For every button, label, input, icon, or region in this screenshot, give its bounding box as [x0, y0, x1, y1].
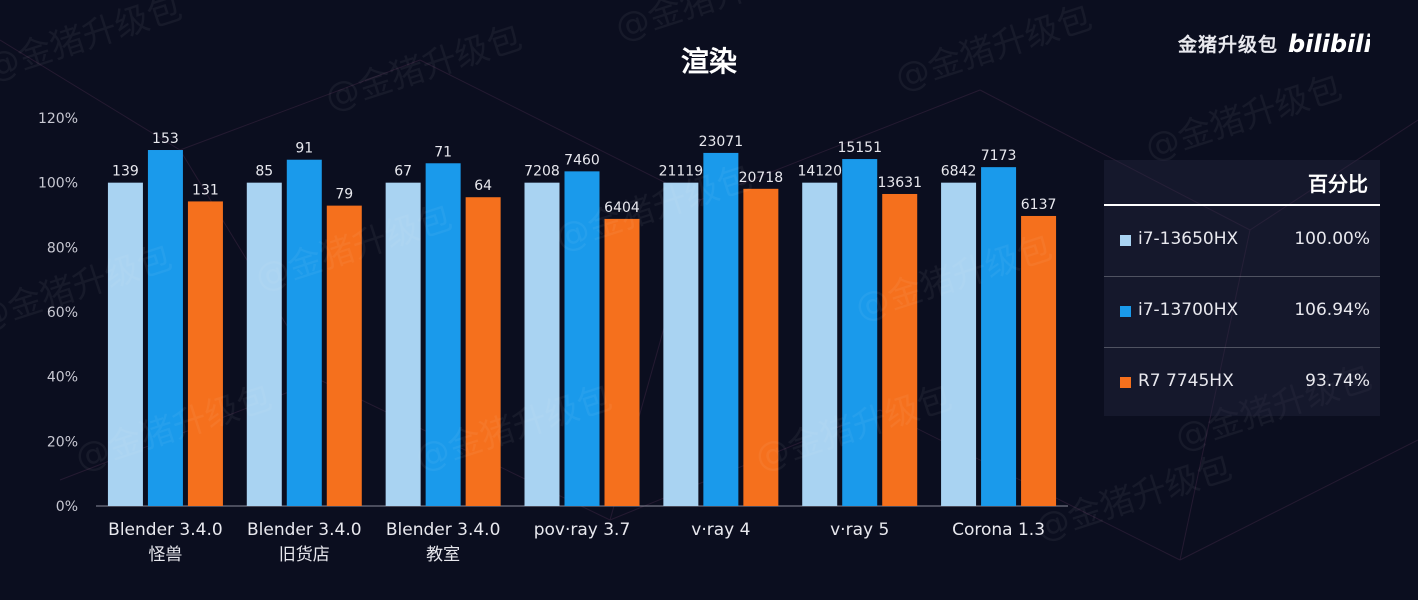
y-tick-label: 0%	[56, 499, 78, 515]
data-label: 91	[295, 141, 313, 157]
bilibili-logo-icon: bilibili	[1288, 30, 1370, 58]
data-label: 79	[335, 187, 353, 203]
bar-i7-13650hx	[802, 182, 838, 506]
data-label: 85	[255, 164, 273, 180]
legend-item-value: 93.74%	[1305, 371, 1370, 391]
bar-r7-7745hx	[743, 188, 779, 506]
data-label: 153	[152, 131, 179, 147]
bar-i7-13650hx	[524, 182, 560, 506]
brand: 金猪升级包 bilibili	[1178, 28, 1370, 58]
watermark: @金猪升级包	[1140, 67, 1346, 168]
x-tick-label: Blender 3.4.0	[108, 520, 223, 540]
bar-i7-13700hx	[842, 159, 878, 506]
y-tick-label: 100%	[38, 176, 78, 192]
bar-r7-7745hx	[882, 193, 918, 506]
data-label: 14120	[797, 164, 842, 180]
svg-text:bilibili: bilibili	[1288, 30, 1370, 58]
chart-title: 渲染	[680, 45, 737, 78]
bar-i7-13700hx	[703, 152, 739, 507]
x-tick-label: Corona 1.3	[952, 520, 1045, 540]
watermark: @金猪升级包	[890, 0, 1096, 99]
data-label: 7173	[981, 148, 1017, 164]
y-tick-label: 60%	[47, 305, 78, 321]
data-label: 7208	[524, 164, 560, 180]
legend-item-name: R7 7745HX	[1138, 371, 1234, 391]
x-tick-sublabel: 教室	[426, 545, 460, 565]
bar-i7-13650hx	[385, 182, 421, 506]
bar-i7-13700hx	[564, 171, 600, 506]
watermark: @金猪升级包	[0, 0, 187, 89]
legend-item: i7-13650HX 100.00%	[1104, 206, 1380, 277]
legend-swatch	[1120, 235, 1131, 246]
x-tick-label: pov·ray 3.7	[534, 520, 631, 540]
bar-i7-13700hx	[286, 159, 322, 506]
x-tick-sublabel: 旧货店	[279, 545, 330, 565]
legend-header-label: 百分比	[1308, 172, 1368, 196]
x-tick-label: v·ray 5	[830, 520, 889, 540]
data-label: 23071	[699, 134, 744, 150]
bar-r7-7745hx	[1021, 215, 1057, 506]
legend-item-name: i7-13700HX	[1138, 300, 1239, 320]
bar-i7-13700hx	[425, 163, 461, 506]
legend: 百分比 i7-13650HX 100.00% i7-13700HX 106.94…	[1104, 160, 1380, 416]
bar-r7-7745hx	[604, 218, 640, 506]
data-label: 67	[394, 164, 412, 180]
data-label: 6842	[941, 164, 977, 180]
bar-r7-7745hx	[187, 201, 223, 507]
x-tick-label: Blender 3.4.0	[247, 520, 362, 540]
data-label: 7460	[564, 152, 600, 168]
data-label: 71	[434, 144, 452, 160]
bar-i7-13700hx	[147, 150, 183, 506]
data-label: 6137	[1021, 197, 1057, 213]
y-tick-label: 40%	[47, 370, 78, 386]
data-label: 13631	[877, 175, 922, 191]
legend-item: R7 7745HX 93.74%	[1104, 348, 1380, 418]
watermark: @金猪升级包	[1030, 447, 1236, 548]
x-tick-sublabel: 怪兽	[148, 545, 182, 565]
legend-item-value: 100.00%	[1294, 229, 1370, 249]
watermark: @金猪升级包	[610, 0, 816, 49]
x-tick-label: v·ray 4	[691, 520, 750, 540]
data-label: 6404	[604, 200, 640, 216]
bar-r7-7745hx	[326, 205, 362, 506]
legend-item-name: i7-13650HX	[1138, 229, 1239, 249]
data-label: 15151	[837, 140, 882, 156]
y-tick-label: 20%	[47, 434, 78, 450]
data-label: 21119	[659, 164, 704, 180]
bar-i7-13650hx	[107, 182, 143, 506]
legend-item-value: 106.94%	[1294, 300, 1370, 320]
data-label: 20718	[739, 170, 784, 186]
bar-i7-13700hx	[981, 167, 1017, 506]
legend-swatch	[1120, 306, 1131, 317]
y-tick-label: 80%	[47, 240, 78, 256]
brand-name: 金猪升级包	[1177, 33, 1278, 56]
legend-swatch	[1120, 377, 1131, 388]
data-label: 131	[192, 182, 219, 198]
bar-i7-13650hx	[246, 182, 282, 506]
data-label: 139	[112, 164, 139, 180]
x-tick-label: Blender 3.4.0	[386, 520, 501, 540]
watermark: @金猪升级包	[320, 17, 526, 118]
bar-i7-13650hx	[663, 182, 699, 506]
bar-i7-13650hx	[941, 182, 977, 506]
data-label: 64	[474, 178, 492, 194]
y-tick-label: 120%	[38, 111, 78, 127]
bar-r7-7745hx	[465, 197, 501, 506]
legend-header: 百分比	[1104, 160, 1380, 206]
legend-item: i7-13700HX 106.94%	[1104, 277, 1380, 348]
